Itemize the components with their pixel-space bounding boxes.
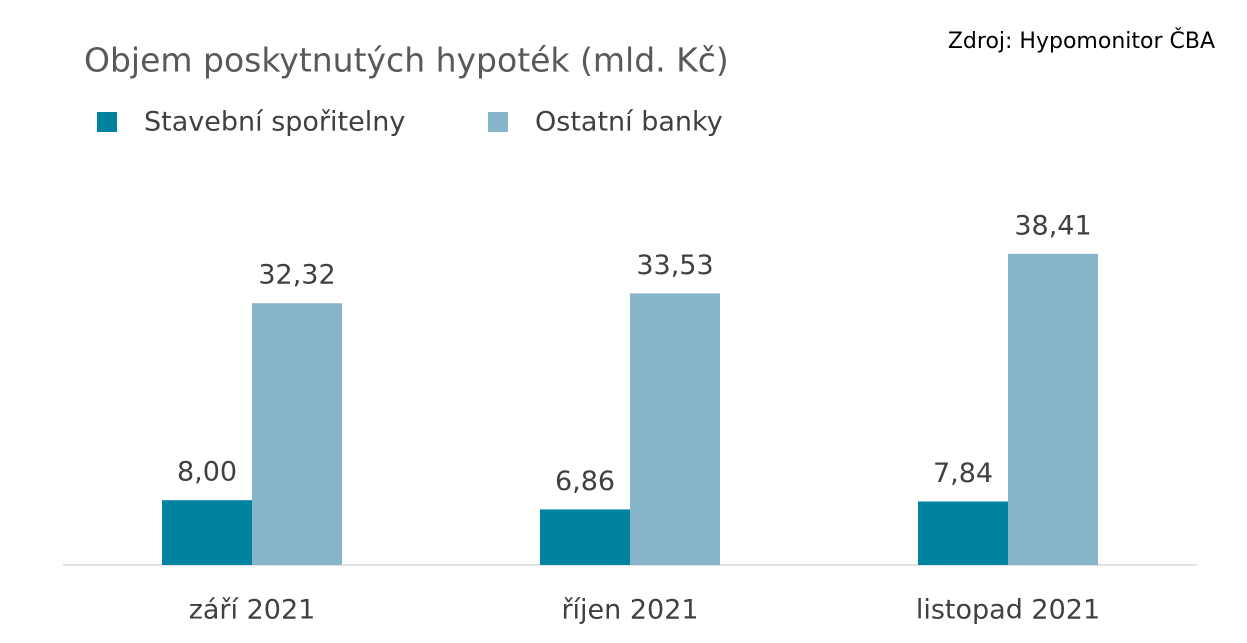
x-tick-label: listopad 2021 — [916, 595, 1100, 626]
legend-swatch — [488, 112, 508, 132]
source-note: Zdroj: Hypomonitor ČBA — [948, 28, 1215, 54]
x-tick-label: září 2021 — [189, 595, 316, 626]
value-label: 32,32 — [258, 260, 335, 291]
value-label: 8,00 — [177, 457, 237, 488]
legend-label: Stavební spořitelny — [144, 107, 405, 138]
bar — [540, 509, 630, 565]
legend-label: Ostatní banky — [535, 107, 723, 138]
chart-title: Objem poskytnutých hypoték (mld. Kč) — [84, 41, 729, 80]
bar — [162, 500, 252, 565]
x-tick-label: říjen 2021 — [561, 595, 698, 626]
bar — [630, 293, 720, 565]
value-label: 33,53 — [636, 250, 713, 281]
value-label: 7,84 — [933, 458, 993, 489]
bar — [918, 501, 1008, 565]
legend-swatch — [97, 112, 117, 132]
value-label: 38,41 — [1014, 210, 1091, 241]
value-label: 6,86 — [555, 466, 615, 497]
bar — [252, 303, 342, 565]
bar — [1008, 253, 1098, 565]
